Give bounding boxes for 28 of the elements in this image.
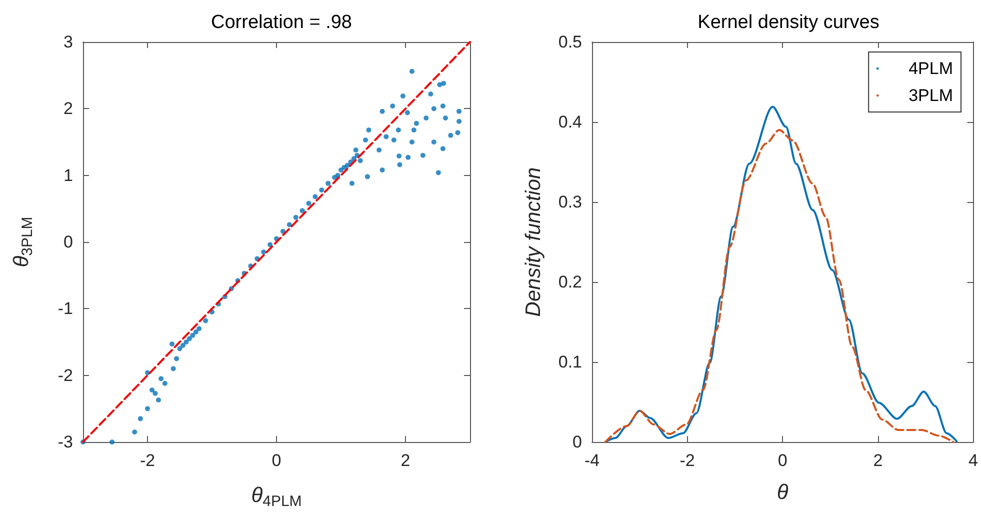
y-axis-title: θ3PLM [10,216,36,268]
x-tick-label: 2 [873,451,883,470]
x-tick-label: 2 [400,451,410,470]
y-tick-label: 0.3 [558,192,582,212]
x-tick-label: -2 [680,451,695,470]
legend-label: 3PLM [908,86,954,105]
x-tick-label: 4 [968,451,978,470]
y-tick-label: 0.5 [558,32,582,52]
chart-title: Kernel density curves [698,12,880,33]
y-tick-label: -1 [58,299,73,318]
y-tick-label: 3 [64,32,73,52]
y-tick-label: 0 [572,432,582,452]
legend-label: 4PLM [908,59,954,78]
chart-title: Correlation = .98 [211,12,352,33]
y-tick-label: 0 [64,232,73,252]
y-tick-label: 1 [64,166,73,185]
x-tick-label: -4 [584,451,600,470]
x-tick-label: 0 [778,451,788,470]
y-tick-label: 2 [64,99,73,118]
y-tick-label: 0.1 [558,352,582,372]
y-tick-label: 0.4 [558,112,582,132]
y-tick-label: -2 [58,366,73,385]
y-tick-label: -3 [58,432,73,452]
y-axis-title: Density function [522,167,545,317]
x-axis-title: θ [776,481,789,504]
x-tick-label: -2 [140,451,156,470]
y-tick-label: 0.2 [558,272,582,292]
x-tick-label: 0 [272,451,282,470]
